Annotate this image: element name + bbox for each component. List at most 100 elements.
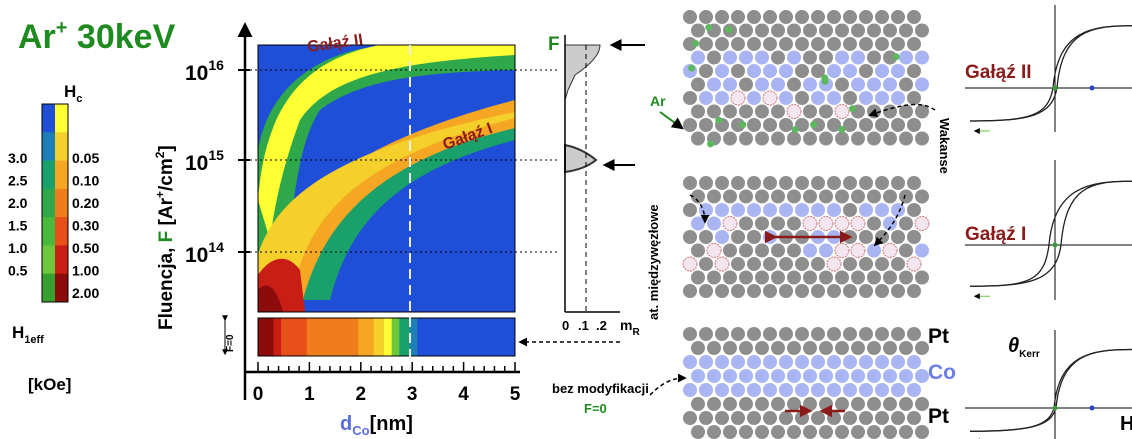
atom xyxy=(731,411,745,425)
vacancy xyxy=(819,217,833,231)
atom xyxy=(819,51,833,65)
atom xyxy=(883,341,897,355)
atom xyxy=(795,10,809,24)
atom xyxy=(859,230,873,244)
atom xyxy=(899,271,913,285)
atom xyxy=(859,176,873,190)
x-label-sub: Co xyxy=(352,423,369,438)
atom xyxy=(699,284,713,298)
h1eff-sub: 1eff xyxy=(24,334,44,346)
colorbar-cell xyxy=(55,274,68,303)
atom xyxy=(731,284,745,298)
atom xyxy=(899,341,913,355)
atom xyxy=(915,425,929,439)
atom xyxy=(827,383,841,397)
y-axis-label: Fluencja, F [Ar+/cm2] xyxy=(153,145,177,330)
atom xyxy=(859,355,873,369)
atom xyxy=(867,244,881,258)
colorbar-cell xyxy=(55,189,68,218)
atom xyxy=(739,341,753,355)
atom xyxy=(739,425,753,439)
atom xyxy=(827,327,841,341)
atom xyxy=(747,203,761,217)
mr-tick: 0 xyxy=(562,318,569,333)
atom xyxy=(715,91,729,105)
atom xyxy=(843,257,857,271)
atom xyxy=(763,284,777,298)
x-tick-label: 3 xyxy=(407,384,418,405)
atom xyxy=(899,78,913,92)
atom xyxy=(715,10,729,24)
atom xyxy=(835,397,849,411)
atom xyxy=(683,176,697,190)
atom xyxy=(787,341,801,355)
atom xyxy=(731,64,745,78)
atom xyxy=(755,341,769,355)
vacancy xyxy=(883,244,897,258)
strip-label: F=0 xyxy=(225,334,236,352)
unmodified-label: bez modyfikacji xyxy=(552,381,649,396)
atom xyxy=(691,244,705,258)
hc-value: 2.00 xyxy=(72,285,99,301)
y-label-part: F xyxy=(156,231,177,243)
title: Ar+ 30keV xyxy=(18,17,176,56)
atom xyxy=(891,91,905,105)
atom xyxy=(755,369,769,383)
title-base: Ar xyxy=(18,18,56,56)
atom xyxy=(803,397,817,411)
atom xyxy=(699,230,713,244)
colorbar-cell xyxy=(42,104,55,133)
atom xyxy=(739,217,753,231)
hc-value: 0.05 xyxy=(72,150,99,166)
title-rest: 30keV xyxy=(67,18,175,56)
atom xyxy=(835,24,849,38)
atom xyxy=(731,230,745,244)
atom xyxy=(739,78,753,92)
h1eff-value: 2.5 xyxy=(8,173,28,189)
atom xyxy=(811,203,825,217)
atom xyxy=(771,217,785,231)
ar-atom xyxy=(739,121,746,128)
atom xyxy=(915,190,929,204)
atom xyxy=(883,397,897,411)
atom xyxy=(835,425,849,439)
atom xyxy=(843,176,857,190)
atom xyxy=(827,37,841,51)
ar-atom xyxy=(810,121,817,128)
atom xyxy=(811,37,825,51)
atom xyxy=(795,355,809,369)
atom xyxy=(907,118,921,132)
h1eff-value: 2.0 xyxy=(8,195,28,211)
atom xyxy=(787,244,801,258)
atom xyxy=(739,397,753,411)
atom xyxy=(907,230,921,244)
atom xyxy=(707,190,721,204)
ar-atom xyxy=(715,117,722,124)
atom xyxy=(771,105,785,119)
atom xyxy=(883,369,897,383)
atom xyxy=(883,190,897,204)
atom xyxy=(755,244,769,258)
strip-cell xyxy=(417,318,515,356)
strip-cell xyxy=(392,318,400,356)
interstitial-label: at. międzywęzłowe xyxy=(646,204,661,320)
atom xyxy=(763,176,777,190)
atom xyxy=(795,176,809,190)
atom xyxy=(715,327,729,341)
atom xyxy=(859,284,873,298)
atom xyxy=(875,383,889,397)
atom xyxy=(779,327,793,341)
atom xyxy=(755,105,769,119)
atom xyxy=(691,369,705,383)
atom xyxy=(891,411,905,425)
atom xyxy=(691,271,705,285)
vacancy xyxy=(835,217,849,231)
atom xyxy=(803,24,817,38)
atom xyxy=(851,369,865,383)
atom xyxy=(827,10,841,24)
atom xyxy=(787,132,801,146)
ar-atom xyxy=(791,126,798,133)
vacancy xyxy=(763,91,777,105)
atom xyxy=(763,118,777,132)
atom xyxy=(891,257,905,271)
